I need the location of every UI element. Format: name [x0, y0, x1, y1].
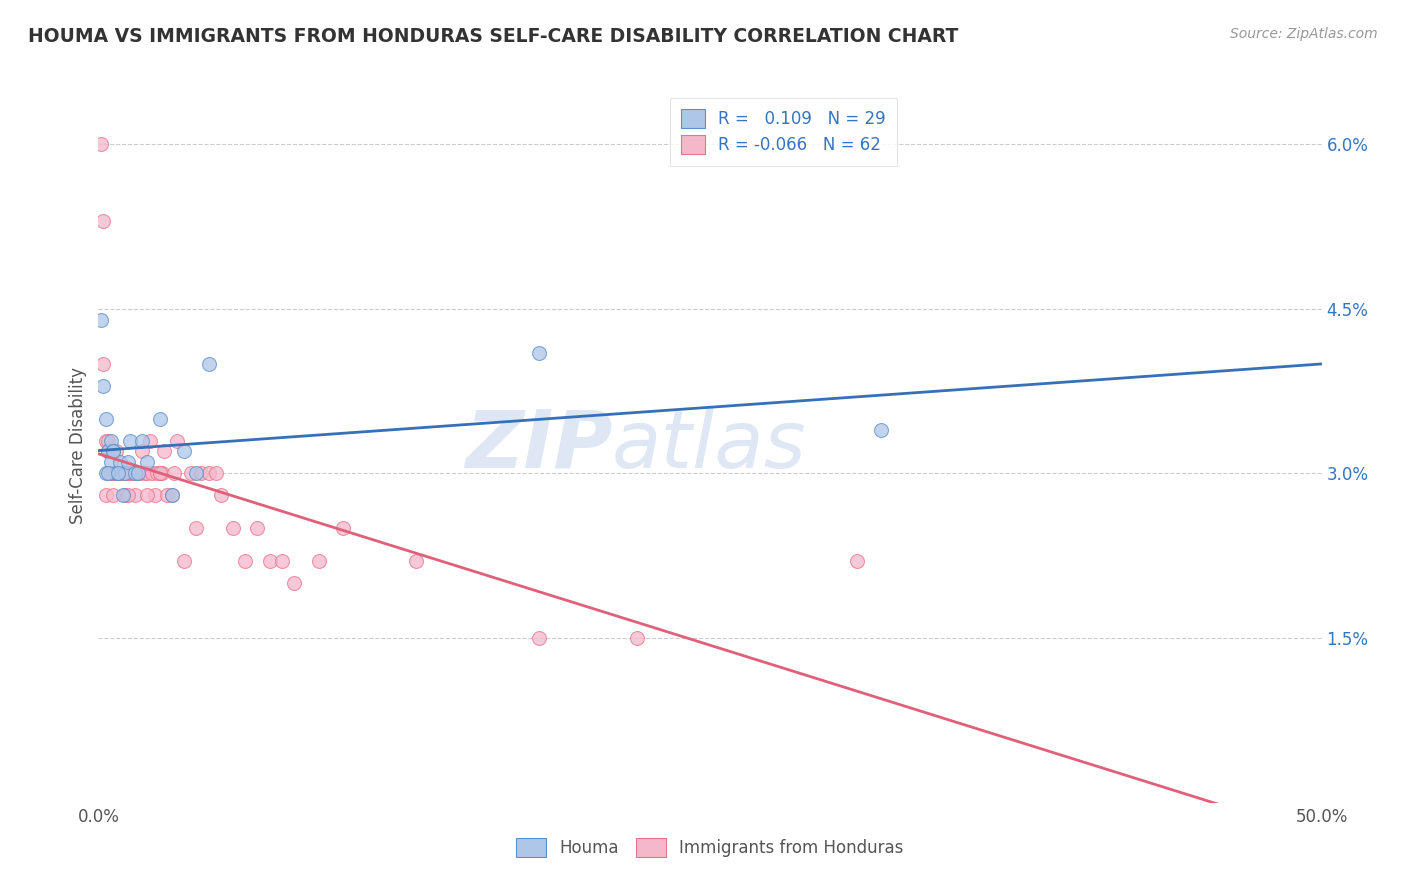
Point: [120, 467, 142, 481]
Point: [97, 444, 120, 458]
Point: [101, 488, 124, 502]
Point: [156, 488, 179, 502]
Point: [141, 467, 163, 481]
Point: [120, 434, 142, 448]
Point: [149, 411, 172, 425]
Point: [90, 137, 112, 152]
Point: [146, 467, 169, 481]
Point: [166, 434, 188, 448]
Point: [101, 444, 124, 458]
Point: [127, 467, 149, 481]
Point: [100, 467, 122, 481]
Point: [101, 467, 124, 481]
Point: [100, 455, 122, 469]
Point: [149, 467, 172, 481]
Point: [90, 312, 112, 326]
Point: [107, 467, 129, 481]
Point: [101, 444, 124, 458]
Point: [209, 488, 232, 502]
Point: [104, 444, 127, 458]
Point: [94, 488, 117, 502]
Point: [190, 467, 212, 481]
Point: [129, 467, 152, 481]
Point: [91, 214, 114, 228]
Point: [246, 521, 269, 535]
Legend: Houma, Immigrants from Honduras: Houma, Immigrants from Honduras: [508, 830, 912, 866]
Point: [117, 455, 139, 469]
Point: [283, 576, 305, 591]
Point: [136, 488, 159, 502]
Point: [139, 434, 162, 448]
Point: [131, 444, 153, 458]
Point: [94, 434, 117, 448]
Point: [197, 467, 219, 481]
Point: [110, 455, 132, 469]
Point: [150, 467, 173, 481]
Point: [626, 631, 648, 645]
Point: [114, 467, 136, 481]
Point: [186, 521, 208, 535]
Point: [94, 411, 117, 425]
Point: [173, 444, 195, 458]
Point: [104, 467, 127, 481]
Point: [205, 467, 228, 481]
Point: [160, 488, 183, 502]
Point: [111, 467, 134, 481]
Point: [124, 467, 146, 481]
Point: [149, 467, 172, 481]
Point: [121, 467, 143, 481]
Point: [117, 488, 139, 502]
Point: [97, 434, 120, 448]
Point: [91, 357, 114, 371]
Point: [110, 467, 132, 481]
Point: [153, 444, 176, 458]
Point: [107, 467, 129, 481]
Point: [405, 554, 427, 568]
Text: HOUMA VS IMMIGRANTS FROM HONDURAS SELF-CARE DISABILITY CORRELATION CHART: HOUMA VS IMMIGRANTS FROM HONDURAS SELF-C…: [28, 27, 959, 45]
Point: [124, 467, 146, 481]
Point: [97, 444, 120, 458]
Point: [222, 521, 245, 535]
Point: [100, 434, 122, 448]
Point: [136, 455, 159, 469]
Point: [180, 467, 202, 481]
Point: [163, 467, 186, 481]
Y-axis label: Self-Care Disability: Self-Care Disability: [69, 368, 87, 524]
Point: [107, 467, 129, 481]
Point: [127, 467, 149, 481]
Point: [233, 554, 256, 568]
Point: [136, 467, 159, 481]
Point: [197, 357, 219, 371]
Point: [845, 554, 868, 568]
Point: [527, 345, 550, 359]
Point: [143, 488, 166, 502]
Point: [100, 467, 122, 481]
Text: Source: ZipAtlas.com: Source: ZipAtlas.com: [1230, 27, 1378, 41]
Point: [94, 467, 117, 481]
Point: [332, 521, 354, 535]
Point: [259, 554, 281, 568]
Point: [173, 554, 195, 568]
Point: [117, 467, 139, 481]
Point: [91, 378, 114, 392]
Point: [114, 488, 136, 502]
Point: [111, 488, 134, 502]
Point: [870, 423, 893, 437]
Point: [134, 467, 156, 481]
Text: atlas: atlas: [612, 407, 807, 485]
Point: [124, 488, 146, 502]
Point: [270, 554, 294, 568]
Point: [186, 467, 208, 481]
Text: ZIP: ZIP: [465, 407, 612, 485]
Point: [104, 467, 127, 481]
Point: [308, 554, 330, 568]
Point: [97, 467, 120, 481]
Point: [527, 631, 550, 645]
Point: [111, 467, 134, 481]
Point: [160, 488, 183, 502]
Point: [131, 434, 153, 448]
Point: [107, 467, 129, 481]
